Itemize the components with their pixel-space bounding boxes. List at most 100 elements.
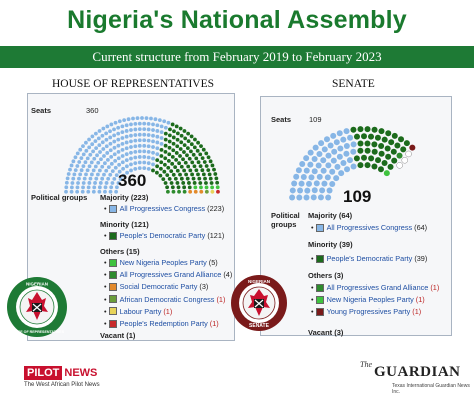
seat-dot <box>194 168 199 173</box>
seat-dot <box>146 161 151 166</box>
seat-dot <box>182 150 186 154</box>
seat-dot <box>137 132 142 137</box>
seat-dot <box>171 148 176 153</box>
seat-dot <box>212 167 216 172</box>
seat-dot <box>175 137 180 142</box>
seat-dot <box>133 155 138 160</box>
seat-dot <box>194 156 199 161</box>
seat-dot <box>311 156 318 163</box>
seat-dot <box>120 160 125 165</box>
party-seat-count: (5) <box>208 258 218 267</box>
seat-dot <box>364 147 371 154</box>
house-big-number: 360 <box>118 171 147 190</box>
seat-dot <box>166 158 171 163</box>
seat-dot <box>135 116 140 121</box>
seat-dot <box>167 145 172 150</box>
seat-dot <box>137 127 142 132</box>
seat-dot <box>84 172 88 177</box>
seat-dot <box>293 173 300 180</box>
seat-dot <box>196 140 200 145</box>
senate-minority-label: Minority (39) <box>308 240 353 249</box>
seat-dot <box>117 119 122 124</box>
party-color-swatch <box>315 307 324 316</box>
seat-dot <box>163 149 168 154</box>
seat-dot <box>114 189 118 194</box>
party-seat-count: (1) <box>216 294 226 304</box>
seat-dot <box>97 168 102 173</box>
seat-dot <box>129 122 133 127</box>
seat-dot <box>165 173 170 177</box>
seat-dot <box>357 126 364 133</box>
party-name-link[interactable]: Young Progressives Party <box>326 307 411 317</box>
bullet: • <box>104 306 107 316</box>
seat-dot <box>208 159 213 164</box>
seat-dot <box>73 168 78 173</box>
party-name-link[interactable]: People's Democratic Party <box>119 231 206 240</box>
party-name-link[interactable]: Labour Party <box>119 306 162 316</box>
seat-dot <box>171 189 176 194</box>
party-name-link[interactable]: People's Redemption Party <box>119 319 208 328</box>
party-name-link[interactable]: Social Democratic Party <box>119 282 198 292</box>
seat-dot <box>326 187 333 194</box>
seat-dot <box>323 136 330 143</box>
seat-dot <box>350 126 357 133</box>
seat-dot <box>142 138 147 143</box>
party-name-link[interactable]: New Nigeria Peoples Party <box>119 258 207 267</box>
party-seat-count: (1) <box>163 306 173 316</box>
party-color-swatch <box>108 270 117 279</box>
seat-dot <box>170 185 175 190</box>
seat-dot <box>93 181 97 185</box>
house-groups-label: Political groups <box>31 193 88 202</box>
party-name-link[interactable]: African Democratic Congress <box>119 294 215 304</box>
seat-dot <box>177 161 181 166</box>
seat-dot <box>189 142 194 147</box>
party-name-link[interactable]: All Progressives Congress <box>326 223 413 232</box>
party-name-link[interactable]: People's Democratic Party <box>326 254 413 263</box>
seat-dot <box>174 151 179 155</box>
seat-dot <box>371 141 378 148</box>
seat-dot <box>120 147 125 152</box>
party-name-link[interactable]: All Progressives Grand Alliance <box>326 283 429 292</box>
seat-dot <box>210 185 215 190</box>
seat-dot <box>142 121 147 126</box>
seat-dot <box>103 185 108 190</box>
party-name-link[interactable]: New Nigeria Peoples Party <box>326 295 414 305</box>
seat-dot <box>69 163 74 168</box>
seat-dot <box>99 157 103 162</box>
seat-dot <box>215 180 220 185</box>
seat-dot <box>159 130 164 135</box>
seat-dot <box>213 172 218 176</box>
seat-dot <box>337 145 344 152</box>
senate-majority-label: Majority (64) <box>308 211 353 220</box>
seat-dot <box>192 181 197 185</box>
seat-dot <box>70 181 75 185</box>
guardian-logo: GUARDIAN <box>374 364 461 380</box>
seat-dot <box>186 139 191 144</box>
senate-vacant-label: Vacant (3) <box>308 328 344 337</box>
seat-dot <box>129 162 133 167</box>
party-color-swatch <box>108 204 117 213</box>
seat-dot <box>167 152 172 157</box>
seat-dot <box>146 121 151 126</box>
party-row: • New Nigeria Peoples Party (5) <box>104 258 218 267</box>
seat-dot <box>64 189 68 194</box>
seat-dot <box>108 135 113 140</box>
seat-dot <box>112 133 117 138</box>
seat-dot <box>162 162 167 167</box>
senate-panel: Seats 109 109 Political groups Majority … <box>260 96 452 337</box>
seat-dot <box>308 174 315 181</box>
party-name-link[interactable]: All Progressives Grand Alliance <box>119 270 222 280</box>
seat-dot <box>199 185 203 190</box>
seat-dot <box>120 130 125 135</box>
seat-dot <box>189 149 193 154</box>
seat-dot <box>182 185 187 190</box>
seat-dot <box>371 148 378 155</box>
seat-dot <box>173 176 178 181</box>
seat-dot <box>187 181 191 185</box>
party-seat-count: (39) <box>414 254 428 263</box>
seat-dot <box>357 140 364 147</box>
house-heading: HOUSE OF REPRESENTATIVES <box>52 78 215 90</box>
seat-dot <box>68 167 72 172</box>
party-name-link[interactable]: All Progressives Congress <box>119 204 206 213</box>
pilot-news-logo: PILOT NEWS <box>24 366 97 380</box>
